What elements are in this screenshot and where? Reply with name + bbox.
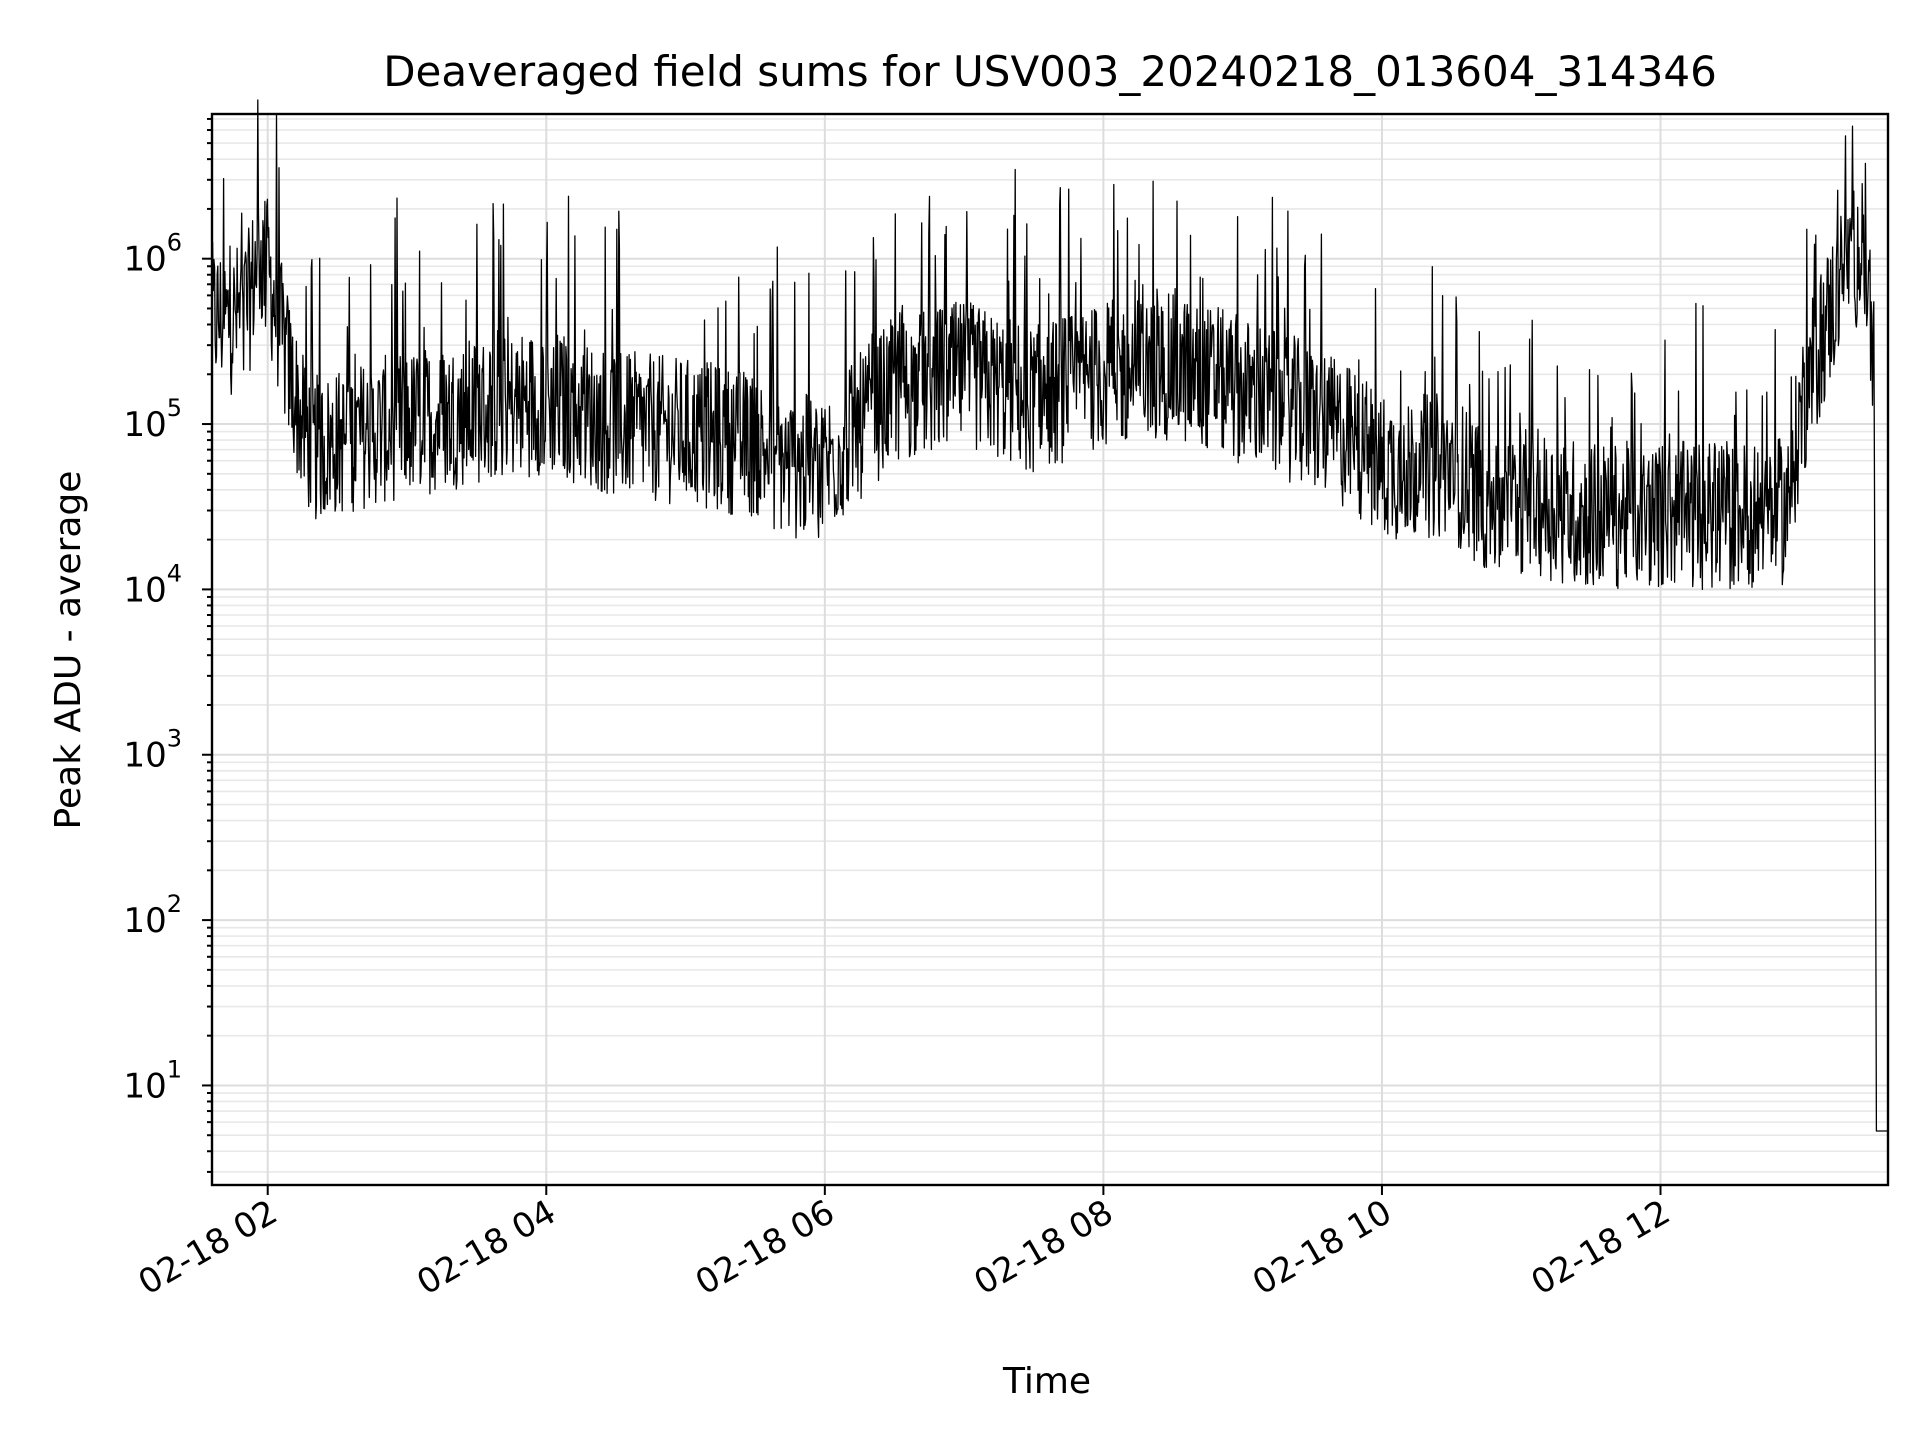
x-axis-label: Time bbox=[1002, 1361, 1091, 1402]
y-tick-label: 106 bbox=[123, 229, 182, 280]
grid-lines bbox=[212, 114, 1888, 1185]
x-tick-label: 02-18 04 bbox=[410, 1192, 562, 1303]
x-tick-label: 02-18 12 bbox=[1525, 1192, 1677, 1303]
y-tick-labels: 101 102 103 104 105 106 bbox=[123, 229, 182, 1107]
y-tick-label: 101 bbox=[123, 1055, 182, 1106]
plot-frame bbox=[210, 112, 1890, 1187]
x-tick-label: 02-18 08 bbox=[967, 1192, 1119, 1303]
y-tick-label: 103 bbox=[123, 725, 182, 776]
x-tick-labels: 02-18 02 02-18 04 02-18 06 02-18 08 02-18 10… bbox=[132, 1192, 1677, 1303]
x-tick-label: 02-18 02 bbox=[132, 1192, 284, 1303]
y-axis-label: Peak ADU - average bbox=[48, 471, 89, 830]
axis-ticks bbox=[202, 117, 1662, 1195]
y-tick-label: 104 bbox=[123, 559, 182, 610]
y-tick-label: 102 bbox=[123, 890, 182, 941]
y-tick-label: 105 bbox=[123, 394, 182, 445]
chart-title: Deaveraged field sums for USV003_2024021… bbox=[383, 47, 1717, 96]
x-tick-label: 02-18 10 bbox=[1246, 1192, 1398, 1303]
x-tick-label: 02-18 06 bbox=[689, 1192, 841, 1303]
series-line-peak-adu bbox=[211, 99, 1889, 1132]
